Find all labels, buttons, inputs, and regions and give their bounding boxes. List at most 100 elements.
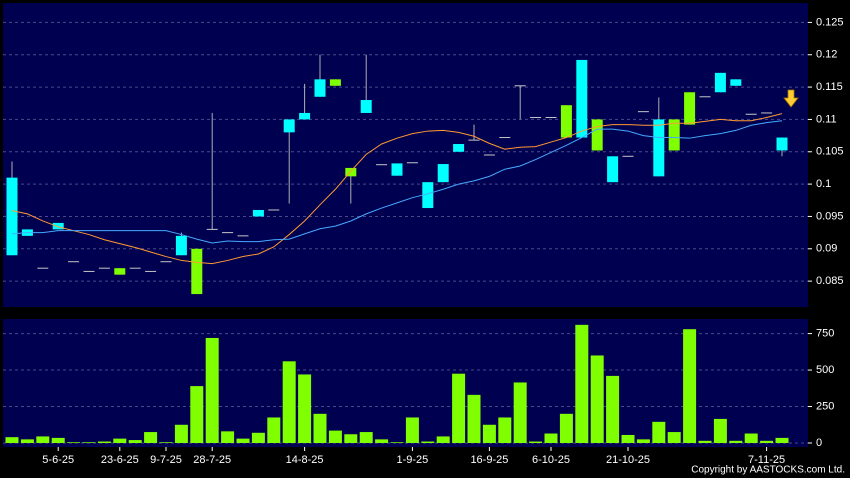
candle-body [560,105,572,138]
x-tick-label: 9-7-25 [150,454,182,466]
volume-bar [313,413,327,443]
volume-bar [775,437,789,443]
y-tick-label: 250 [816,400,834,412]
volume-bar [328,430,342,443]
candle-body [6,177,18,256]
x-tick-label: 14-8-25 [286,454,324,466]
candle-body [684,92,696,125]
moving-average-line [11,120,783,244]
volume-bar [174,424,188,443]
volume-bar [606,375,620,443]
latest-arrow [783,89,799,108]
x-tick-label: 28-7-25 [193,454,231,466]
y-tick-label: 0.11 [816,113,837,125]
candle-body [730,79,742,86]
y-tick-label: 0.1 [816,178,831,190]
volume-bar [390,442,404,443]
y-tick-label: 0.095 [816,210,844,222]
volume-bar [36,436,50,443]
candle-body [453,144,465,152]
volume-bar [713,418,727,443]
x-tick-label: 1-9-25 [397,454,429,466]
x-tick-label: 16-9-25 [470,454,508,466]
volume-bar [436,436,450,443]
volume-bar [190,386,204,443]
candle-body [776,137,788,151]
volume-bar [267,417,281,443]
candle-body [52,222,64,230]
candle-body [576,59,588,138]
volume-bar [113,438,127,443]
x-tick-label: 7-11-25 [748,454,785,466]
moving-average-line [11,113,783,265]
volume-bar [298,374,312,443]
volume-bar [375,439,389,443]
volume-bar [421,441,435,443]
volume-bar [159,442,173,443]
candle-body [591,119,603,151]
volume-bar [760,440,774,443]
volume-bar [251,432,265,443]
y-tick-label: 0.085 [816,275,844,287]
candle-body [391,163,403,176]
volume-bar [683,329,697,443]
volume-bar [482,424,496,443]
candle-body [114,268,126,275]
y-tick-label: 0.105 [816,146,844,158]
volume-bar [282,361,296,443]
volume-bar [144,432,158,443]
candle-body [360,100,372,113]
candle-body [422,182,434,209]
volume-bar [51,437,65,443]
volume-bar [97,441,111,443]
x-tick-label: 5-6-25 [42,454,74,466]
candle-body [314,79,326,97]
y-tick-label: 0.125 [816,16,844,28]
y-tick-label: 0.12 [816,49,837,61]
volume-bar [344,434,358,443]
y-tick-label: 500 [816,364,834,376]
y-tick-label: 0.115 [816,81,843,93]
candle-body [329,79,341,86]
volume-bar [20,439,34,443]
candle-body [299,112,311,120]
volume-bar [575,324,589,443]
volume-bar [744,433,758,443]
candle-body [345,167,357,177]
volume-bar [729,440,743,443]
volume-bar [621,434,635,443]
candle-body [175,235,187,256]
volume-bar [359,432,373,443]
y-tick-label: 0.09 [816,243,837,255]
volume-bar [5,437,19,443]
volume-bar [590,355,604,443]
candle-body [252,209,264,217]
volume-bar [529,441,543,443]
x-tick-label: 21-10-25 [606,454,650,466]
y-tick-label: 0 [816,437,822,449]
volume-bar [498,417,512,443]
x-tick-label: 23-6-25 [101,454,139,466]
volume-bar [221,431,235,443]
candle-body [668,119,680,151]
volume-bar [636,439,650,443]
volume-bar [205,337,219,443]
volume-bar [513,382,527,443]
volume-bar [652,421,666,443]
volume-bar [405,417,419,443]
volume-panel [3,319,808,447]
volume-bar [452,373,466,443]
candle-body [714,72,726,93]
candle-body [191,248,203,295]
volume-bar [236,438,250,443]
candle-body [283,119,295,133]
volume-bar [67,442,81,443]
volume-bar [698,440,712,443]
volume-bar [544,433,558,443]
volume-bar [128,440,142,443]
volume-bar [467,394,481,443]
volume-bar [559,413,573,443]
candle-body [607,156,619,183]
copyright: Copyright by AASTOCKS.com Ltd. [691,465,845,476]
